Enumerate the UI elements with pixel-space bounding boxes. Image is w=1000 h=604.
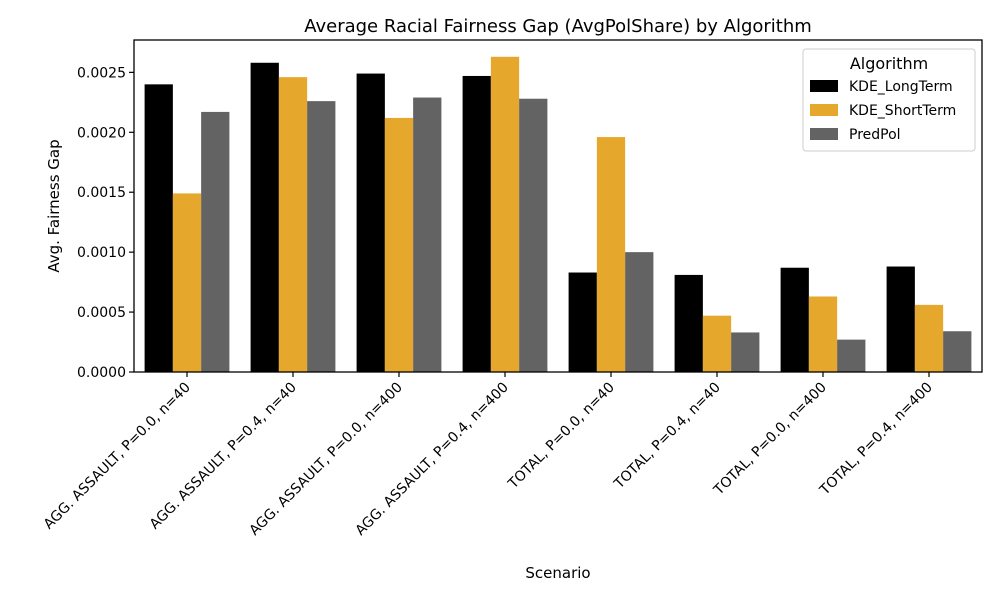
y-tick-label: 0.0015: [77, 185, 126, 201]
legend-swatch: [810, 80, 838, 92]
y-tick-label: 0.0000: [77, 365, 126, 381]
bar-kde-shortterm-6: [702, 315, 732, 372]
bars-group: [144, 56, 972, 373]
x-tick-label: TOTAL, P=0.4, n=40: [611, 380, 724, 493]
x-tick-label: TOTAL, P=0.4, n=400: [816, 380, 935, 499]
bar-kde-shortterm-4: [490, 56, 520, 372]
bar-predpol-6: [731, 332, 760, 372]
y-axis-label: Avg. Fairness Gap: [45, 139, 63, 272]
bar-predpol-5: [625, 252, 654, 372]
y-tick-label: 0.0025: [77, 65, 126, 81]
bar-kde-shortterm-5: [596, 137, 626, 372]
bar-kde-shortterm-1: [172, 193, 202, 372]
plot-frame: [133, 39, 983, 373]
legend: Algorithm KDE_LongTerm KDE_ShortTerm PredPo…: [802, 48, 976, 152]
bar-kde-longterm-6: [674, 274, 703, 372]
bar-kde-longterm-8: [886, 266, 915, 372]
x-axis-label: Scenario: [525, 564, 590, 582]
bar-kde-longterm-3: [356, 73, 385, 372]
bar-kde-longterm-1: [144, 84, 173, 372]
bar-kde-longterm-7: [780, 267, 809, 372]
x-tick-label: TOTAL, P=0.0, n=400: [710, 380, 829, 499]
bar-predpol-4: [519, 98, 548, 372]
bar-kde-longterm-2: [250, 62, 279, 373]
y-axis: 0.0000 0.0005 0.0010 0.0015 0.0020 0.0025: [77, 65, 134, 381]
bar-kde-shortterm-3: [384, 117, 414, 372]
bar-kde-longterm-4: [462, 75, 491, 373]
y-tick-label: 0.0005: [77, 305, 126, 321]
bar-kde-shortterm-8: [914, 304, 944, 372]
chart-title: Average Racial Fairness Gap (AvgPolShare…: [304, 16, 812, 37]
bar-predpol-1: [201, 111, 230, 372]
legend-swatch: [810, 104, 838, 116]
x-tick-label: TOTAL, P=0.0, n=40: [505, 380, 618, 493]
bar-predpol-2: [307, 101, 336, 372]
bar-kde-longterm-5: [568, 272, 597, 372]
bar-predpol-7: [837, 339, 866, 372]
legend-label: KDE_LongTerm: [849, 79, 953, 95]
legend-swatch: [810, 128, 838, 140]
bar-kde-shortterm-2: [278, 77, 308, 372]
legend-label: KDE_ShortTerm: [849, 103, 956, 119]
bar-predpol-8: [943, 331, 972, 372]
legend-title: Algorithm: [850, 54, 928, 73]
bar-predpol-3: [413, 97, 442, 372]
legend-label: PredPol: [849, 127, 901, 143]
bar-kde-shortterm-7: [808, 296, 838, 372]
y-tick-label: 0.0020: [77, 125, 126, 141]
y-tick-label: 0.0010: [77, 245, 126, 261]
legend-box: [802, 48, 976, 152]
